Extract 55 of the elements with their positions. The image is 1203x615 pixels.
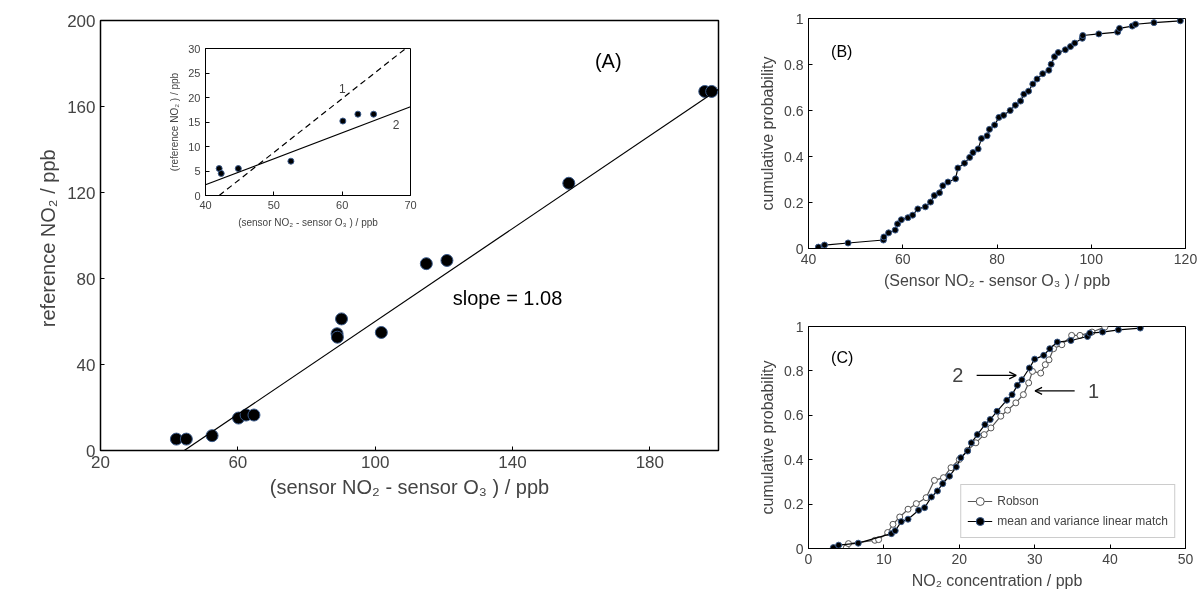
y-tick-label: 200: [67, 11, 96, 31]
y-tick-label: 0.4: [784, 451, 804, 468]
y-tick-label: 0.2: [784, 194, 804, 211]
y-tick-label: 0.6: [784, 407, 804, 424]
x-tick-label: 100: [1079, 250, 1104, 267]
x-tick-label: 50: [1177, 550, 1194, 567]
legend-label: mean and variance linear match: [997, 514, 1168, 528]
x-tick-label: 60: [228, 452, 248, 472]
annotation: (C): [831, 349, 854, 367]
y-tick-label: 0.2: [784, 496, 804, 513]
annotation: 2: [952, 364, 964, 387]
y-tick-label: 0.6: [784, 102, 804, 119]
y-axis-title: reference NO₂ / ppb: [37, 149, 60, 328]
x-axis-title: NO₂ concentration / ppb: [911, 571, 1083, 589]
legend-label: Robson: [997, 494, 1039, 508]
x-tick-label: 50: [267, 198, 280, 211]
y-tick-label: 25: [188, 67, 201, 79]
series-label: 1: [338, 81, 346, 96]
x-tick-label: 120: [1173, 250, 1198, 267]
y-tick-label: 0.4: [784, 148, 804, 165]
y-tick-label: 0.8: [784, 56, 804, 73]
x-tick-label: 40: [1102, 550, 1119, 567]
x-tick-label: 180: [635, 452, 665, 472]
x-axis-title: (Sensor NO₂ - sensor O₃ ) / ppb: [883, 271, 1111, 289]
annotation: 1: [1087, 379, 1100, 402]
y-axis-title: cumulative probability: [759, 360, 777, 515]
x-tick-label: 20: [951, 550, 968, 567]
x-tick-label: 30: [1026, 550, 1043, 567]
y-axis-title: cumulative probability: [759, 56, 777, 211]
y-tick-label: 30: [188, 42, 201, 55]
y-axis-title: (reference NO₂ ) / ppb: [169, 72, 181, 172]
y-tick-label: 10: [188, 140, 201, 153]
x-tick-label: 140: [498, 452, 527, 472]
y-tick-label: 0: [194, 189, 201, 202]
x-axis-title: (sensor NO₂ - sensor O₃ ) / ppb: [238, 216, 379, 228]
annotation: (B): [831, 42, 853, 60]
x-axis-title: (sensor NO₂ - sensor O₃ ) / ppb: [269, 475, 550, 498]
x-tick-label: 70: [404, 198, 417, 211]
y-tick-label: 0.8: [784, 362, 804, 379]
y-tick-label: 1: [795, 10, 804, 27]
y-tick-label: 15: [188, 116, 201, 128]
x-tick-label: 60: [336, 198, 349, 211]
x-tick-label: 80: [989, 250, 1005, 267]
x-tick-label: 10: [876, 550, 892, 567]
x-tick-label: 60: [894, 250, 911, 267]
y-tick-label: 20: [188, 91, 201, 104]
y-tick-label: 1: [795, 318, 804, 335]
annotation: (A): [594, 50, 622, 73]
annotation: slope = 1.08: [452, 286, 563, 309]
y-tick-label: 40: [76, 355, 96, 375]
series-label: 2: [392, 117, 400, 132]
y-tick-label: 5: [194, 165, 201, 177]
x-tick-label: 100: [360, 452, 390, 472]
y-tick-label: 160: [67, 97, 96, 117]
y-tick-label: 80: [76, 269, 96, 289]
